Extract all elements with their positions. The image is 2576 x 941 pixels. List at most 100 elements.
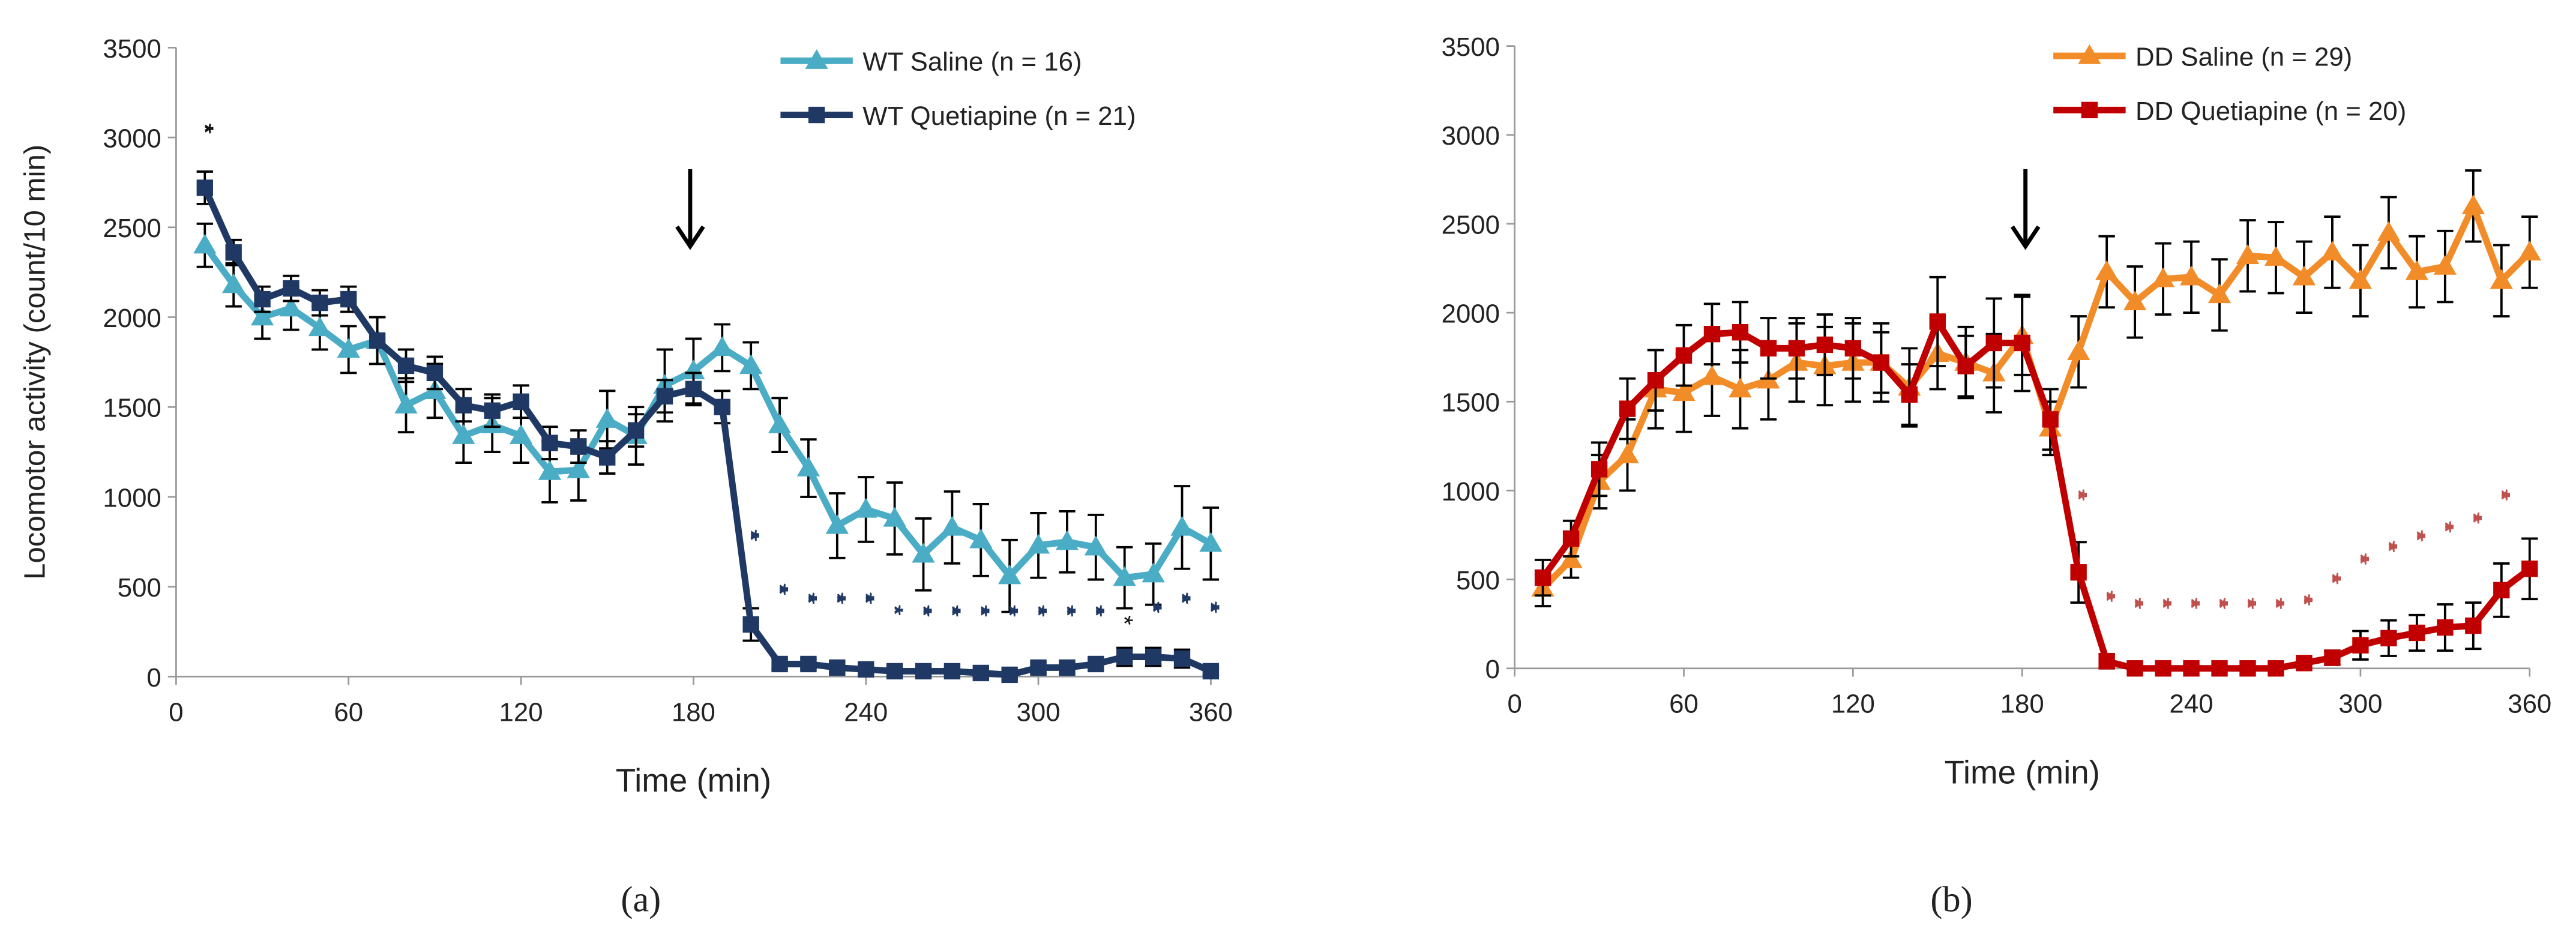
marker [1199, 532, 1223, 552]
x-tick-label: 360 [1189, 697, 1233, 727]
marker [2098, 653, 2115, 670]
marker [1729, 377, 1752, 398]
legend-marker [805, 49, 828, 69]
annotation: *** [2347, 553, 2374, 565]
legend-marker [808, 106, 825, 124]
marker [337, 338, 360, 358]
marker [1675, 347, 1693, 364]
annotation: *** [1140, 601, 1167, 614]
annotation: *** [2093, 590, 2120, 603]
annotation: *** [2460, 512, 2487, 525]
marker [311, 294, 328, 311]
y-tick-label: 1000 [1442, 477, 1500, 507]
marker [711, 336, 734, 356]
caption: (a) [621, 880, 661, 920]
marker [2296, 655, 2313, 672]
marker [2409, 624, 2425, 642]
annotation: *** [852, 592, 880, 605]
y-tick-label: 1000 [103, 483, 161, 513]
marker [685, 380, 702, 397]
annotation: *** [910, 605, 937, 618]
x-tick-label: 360 [2508, 690, 2551, 719]
y-tick-label: 500 [118, 573, 161, 603]
x-tick-label: 60 [1669, 690, 1699, 719]
marker [943, 663, 961, 680]
marker [452, 424, 475, 444]
x-tick-label: 60 [334, 697, 363, 727]
x-tick-label: 300 [1017, 697, 1061, 727]
series-line [202, 186, 1212, 678]
marker [1173, 650, 1191, 667]
marker [682, 359, 705, 380]
marker [2126, 660, 2143, 677]
annotation: ** [881, 605, 909, 616]
marker [1142, 562, 1165, 583]
x-axis-label: Time (min) [1945, 753, 2100, 790]
y-tick-label: 1500 [1442, 388, 1500, 418]
y-tick-label: 2000 [1442, 299, 1500, 329]
x-tick-label: 0 [169, 697, 183, 727]
marker [627, 422, 645, 439]
y-tick-label: 0 [1485, 655, 1500, 684]
marker [538, 460, 562, 480]
marker [858, 661, 874, 678]
annotation: *** [938, 605, 966, 618]
marker [2183, 660, 2200, 677]
marker [1901, 386, 1918, 403]
marker [397, 357, 415, 374]
legend-marker [2078, 44, 2101, 64]
annotation: *** [2488, 489, 2515, 501]
marker [998, 564, 1022, 585]
annotation: *** [766, 583, 793, 596]
marker [2042, 411, 2059, 428]
marker [915, 663, 932, 680]
marker [1202, 663, 1220, 680]
legend-label: DD Quetiapine (n = 20) [2135, 97, 2406, 126]
annotation: ** [191, 123, 218, 134]
marker [250, 305, 274, 326]
marker [283, 280, 299, 297]
marker [2067, 340, 2090, 360]
annotation: *** [1025, 605, 1052, 618]
marker [2264, 246, 2288, 266]
marker [1957, 358, 1974, 374]
marker [2490, 269, 2513, 289]
marker [1703, 325, 1721, 343]
marker [570, 438, 587, 455]
y-tick-label: 0 [146, 663, 161, 693]
marker [825, 514, 849, 534]
marker [369, 332, 386, 349]
marker [2349, 269, 2373, 289]
marker [2211, 660, 2228, 677]
y-tick-label: 500 [1456, 566, 1500, 595]
annotation: *** [2319, 573, 2346, 585]
y-tick-label: 2000 [103, 304, 161, 333]
series-line [1540, 314, 2532, 672]
marker [599, 449, 616, 466]
marker [1534, 569, 1551, 586]
marker [455, 397, 472, 413]
x-axis-label: Time (min) [616, 762, 771, 799]
marker [771, 655, 788, 673]
marker [1055, 530, 1079, 550]
x-tick-label: 180 [672, 697, 715, 727]
legend-marker [2081, 101, 2098, 119]
y-tick-label: 3000 [103, 124, 161, 154]
x-tick-label: 240 [2170, 690, 2213, 719]
x-tick-label: 0 [1507, 690, 1521, 719]
marker [796, 456, 820, 477]
marker [2352, 637, 2369, 654]
marker [1145, 648, 1162, 666]
marker [2437, 619, 2454, 636]
marker [1088, 655, 1104, 673]
marker [509, 424, 533, 444]
marker [225, 244, 242, 261]
marker [541, 434, 558, 451]
y-tick-label: 2500 [1442, 210, 1500, 239]
marker [595, 408, 619, 428]
annotation: *** [2234, 597, 2262, 610]
annotation: *** [1168, 592, 1196, 605]
annotation: *** [1053, 605, 1081, 618]
marker [2268, 660, 2284, 677]
annotation: *** [823, 592, 851, 605]
